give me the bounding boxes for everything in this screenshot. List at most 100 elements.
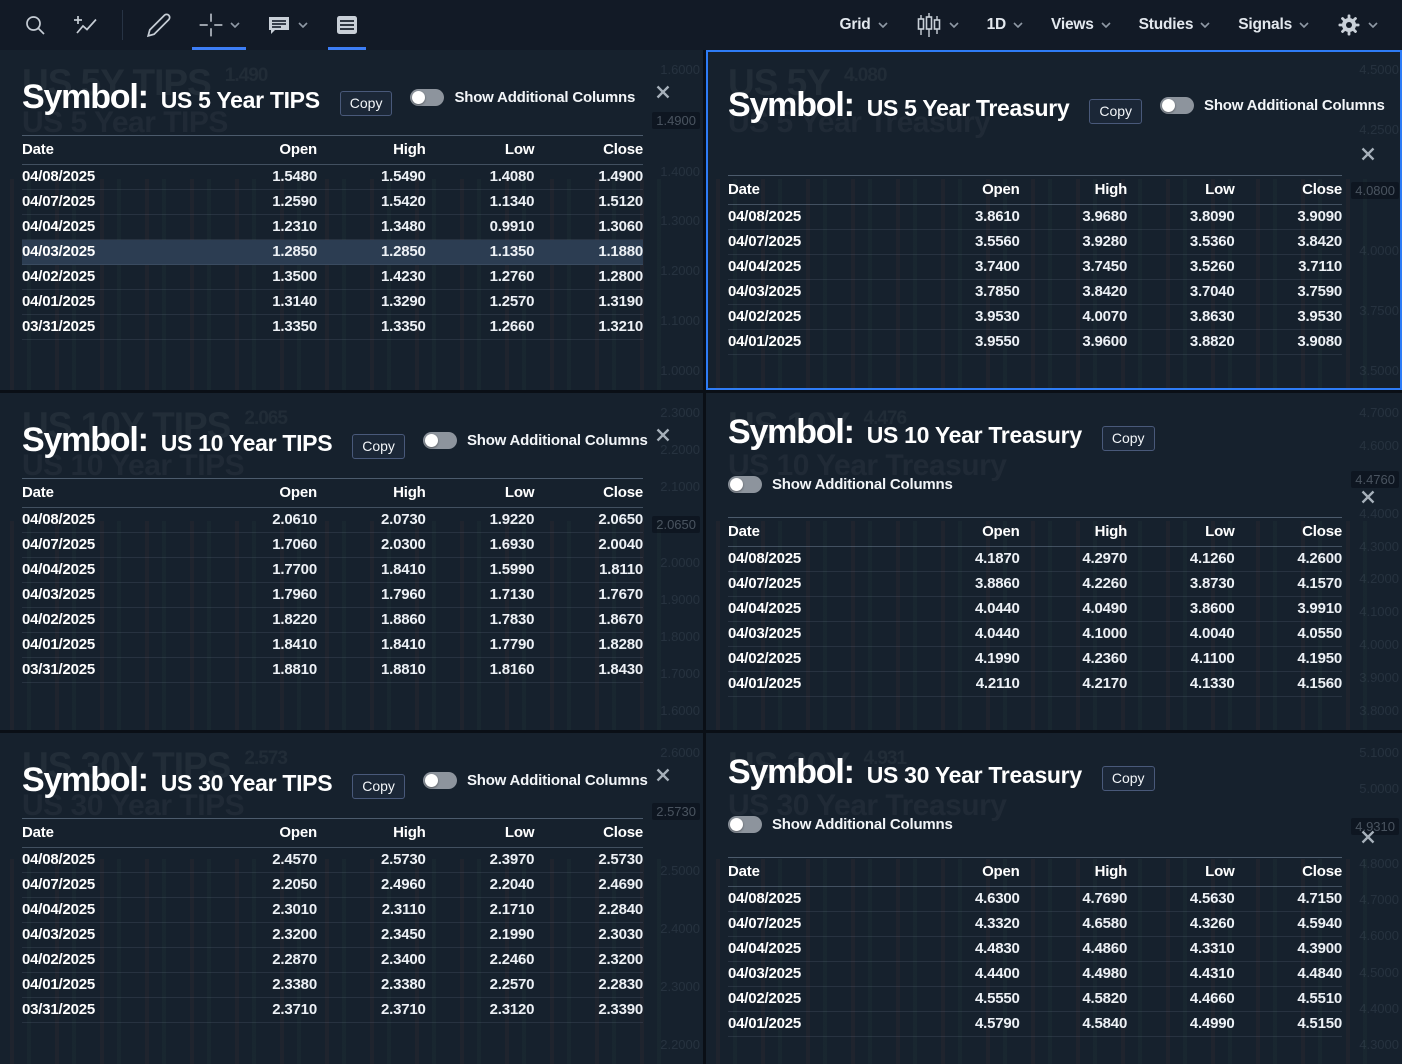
toggle-knob	[424, 774, 438, 787]
cell-value: 1.7670	[534, 582, 643, 608]
table-view-icon	[334, 13, 360, 37]
table-view-button[interactable]	[321, 0, 373, 50]
show-additional-columns-toggle[interactable]	[410, 89, 445, 106]
table-row[interactable]: 04/02/2025 1.3500 1.4230 1.2760 1.2800	[22, 264, 643, 290]
table-row[interactable]: 04/03/2025 4.0440 4.1000 4.0040 4.0550	[728, 621, 1342, 647]
pencil-icon	[146, 12, 172, 38]
table-row[interactable]: 04/08/2025 4.6300 4.7690 4.5630 4.7150	[728, 886, 1342, 912]
cell-value: 3.9280	[1019, 229, 1127, 255]
table-row[interactable]: 04/07/2025 4.3320 4.6580 4.3260 4.5940	[728, 911, 1342, 937]
table-row[interactable]: 04/01/2025 1.8410 1.8410 1.7790 1.8280	[22, 632, 643, 658]
copy-button[interactable]: Copy	[352, 434, 405, 459]
cell-value: 1.7130	[425, 582, 535, 608]
cell-date: 04/04/2025	[728, 936, 913, 962]
copy-button[interactable]: Copy	[352, 774, 405, 799]
table-row[interactable]: 04/03/2025 4.4400 4.4980 4.4310 4.4840	[728, 961, 1342, 987]
settings-menu[interactable]	[1323, 0, 1392, 50]
table-row[interactable]: 04/01/2025 1.3140 1.3290 1.2570 1.3190	[22, 289, 643, 315]
show-additional-columns-toggle[interactable]	[1160, 97, 1195, 114]
crosshair-button[interactable]	[185, 0, 253, 50]
cell-value: 4.2170	[1019, 671, 1127, 697]
table-row[interactable]: 04/07/2025 3.8860 4.2260 3.8730 4.1570	[728, 571, 1342, 597]
signals-menu[interactable]: Signals	[1224, 0, 1323, 50]
table-row[interactable]: 04/04/2025 1.7700 1.8410 1.5990 1.8110	[22, 557, 643, 583]
close-panel-button[interactable]	[1356, 825, 1380, 849]
table-row[interactable]: 03/31/2025 2.3710 2.3710 2.3120 2.3390	[22, 997, 643, 1023]
column-header-open: Open	[912, 175, 1020, 205]
chart-type-menu[interactable]	[902, 0, 973, 50]
table-row[interactable]: 04/03/2025 3.7850 3.8420 3.7040 3.7590	[728, 279, 1342, 305]
quotes-table: Date Open High Low Close 04/08/2025 3.8610 3.96…	[728, 175, 1342, 355]
cell-value: 2.3120	[425, 997, 535, 1023]
table-row[interactable]: 04/04/2025 4.4830 4.4860 4.3310 4.3900	[728, 936, 1342, 962]
table-row[interactable]: 04/08/2025 1.5480 1.5490 1.4080 1.4900	[22, 164, 643, 190]
table-row[interactable]: 04/04/2025 3.7400 3.7450 3.5260 3.7110	[728, 254, 1342, 280]
grid-menu[interactable]: Grid	[826, 0, 902, 50]
copy-button[interactable]: Copy	[1089, 99, 1143, 124]
table-row[interactable]: 04/03/2025 2.3200 2.3450 2.1990 2.3030	[22, 922, 643, 948]
show-additional-columns-toggle[interactable]	[728, 476, 762, 493]
close-panel-button[interactable]	[651, 763, 675, 787]
table-row[interactable]: 04/01/2025 2.3380 2.3380 2.2570 2.2830	[22, 972, 643, 998]
table-row[interactable]: 04/07/2025 1.2590 1.5420 1.1340 1.5120	[22, 189, 643, 215]
table-row[interactable]: 04/08/2025 4.1870 4.2970 4.1260 4.2600	[728, 546, 1342, 572]
table-row[interactable]: 04/02/2025 3.9530 4.0070 3.8630 3.9530	[728, 304, 1342, 330]
table-row[interactable]: 04/04/2025 1.2310 1.3480 0.9910 1.3060	[22, 214, 643, 240]
symbol-name: US 30 Year TIPS	[160, 770, 333, 796]
column-header-low: Low	[1127, 175, 1235, 205]
cell-value: 1.3140	[208, 289, 317, 315]
show-additional-columns-toggle[interactable]	[422, 432, 457, 449]
cell-value: 1.8160	[425, 657, 535, 683]
table-row[interactable]: 04/07/2025 2.2050 2.4960 2.2040 2.4690	[22, 872, 643, 898]
show-additional-columns-label: Show Additional Columns	[466, 772, 648, 789]
close-panel-button[interactable]	[651, 423, 675, 447]
show-additional-columns-toggle[interactable]	[728, 816, 762, 833]
studies-menu[interactable]: Studies	[1125, 0, 1225, 50]
cell-value: 3.8600	[1127, 596, 1235, 622]
table-row[interactable]: 04/08/2025 3.8610 3.9680 3.8090 3.9090	[728, 204, 1342, 230]
table-row[interactable]: 04/04/2025 2.3010 2.3110 2.1710 2.2840	[22, 897, 643, 923]
cell-value: 2.3390	[534, 997, 643, 1023]
cell-value: 4.0440	[912, 596, 1020, 622]
cell-value: 4.0070	[1019, 304, 1127, 330]
table-row[interactable]: 04/01/2025 4.2110 4.2170 4.1330 4.1560	[728, 671, 1342, 697]
draw-button[interactable]	[133, 0, 185, 50]
table-row[interactable]: 04/03/2025 1.2850 1.2850 1.1350 1.1880	[22, 239, 643, 265]
show-additional-columns-toggle[interactable]	[422, 772, 457, 789]
table-row[interactable]: 04/02/2025 1.8220 1.8860 1.7830 1.8670	[22, 607, 643, 633]
table-row[interactable]: 04/07/2025 3.5560 3.9280 3.5360 3.8420	[728, 229, 1342, 255]
table-row[interactable]: 04/08/2025 2.4570 2.5730 2.3970 2.5730	[22, 847, 643, 873]
table-row[interactable]: 04/01/2025 3.9550 3.9600 3.8820 3.9080	[728, 329, 1342, 355]
table-row[interactable]: 04/01/2025 4.5790 4.5840 4.4990 4.5150	[728, 1011, 1342, 1037]
table-row[interactable]: 04/02/2025 2.2870 2.3400 2.2460 2.3200	[22, 947, 643, 973]
close-panel-button[interactable]	[651, 80, 675, 104]
axis-label: 2.5000	[660, 863, 700, 878]
table-row[interactable]: 04/04/2025 4.0440 4.0490 3.8600 3.9910	[728, 596, 1342, 622]
views-menu[interactable]: Views	[1037, 0, 1125, 50]
timeframe-menu[interactable]: 1D	[973, 0, 1037, 50]
annotation-button[interactable]	[253, 0, 321, 50]
cell-date: 04/08/2025	[728, 546, 913, 572]
cell-value: 3.8860	[912, 571, 1020, 597]
copy-button[interactable]: Copy	[339, 91, 393, 116]
cell-value: 1.3290	[316, 289, 426, 315]
column-header-high: High	[316, 818, 426, 848]
copy-button[interactable]: Copy	[1101, 426, 1155, 451]
add-comparison-button[interactable]	[60, 0, 112, 50]
table-row[interactable]: 03/31/2025 1.3350 1.3350 1.2660 1.3210	[22, 314, 643, 340]
copy-button[interactable]: Copy	[1101, 766, 1155, 791]
table-row[interactable]: 04/02/2025 4.5550 4.5820 4.4660 4.5510	[728, 986, 1342, 1012]
close-panel-button[interactable]	[1356, 485, 1380, 509]
table-row[interactable]: 04/02/2025 4.1990 4.2360 4.1100 4.1950	[728, 646, 1342, 672]
table-row[interactable]: 04/07/2025 1.7060 2.0300 1.6930 2.0040	[22, 532, 643, 558]
table-row[interactable]: 04/03/2025 1.7960 1.7960 1.7130 1.7670	[22, 582, 643, 608]
cell-value: 1.1340	[425, 189, 535, 215]
panel-us-5-year-treasury: US 5Y4.080 US 5 Year Treasury 4.50004.25…	[706, 50, 1402, 390]
close-panel-button[interactable]	[1356, 142, 1380, 166]
cell-value: 1.3190	[534, 289, 643, 315]
column-header-date: Date	[22, 135, 209, 165]
cell-date: 04/03/2025	[22, 239, 209, 265]
table-row[interactable]: 04/08/2025 2.0610 2.0730 1.9220 2.0650	[22, 507, 643, 533]
table-row[interactable]: 03/31/2025 1.8810 1.8810 1.8160 1.8430	[22, 657, 643, 683]
search-button[interactable]	[10, 0, 60, 50]
